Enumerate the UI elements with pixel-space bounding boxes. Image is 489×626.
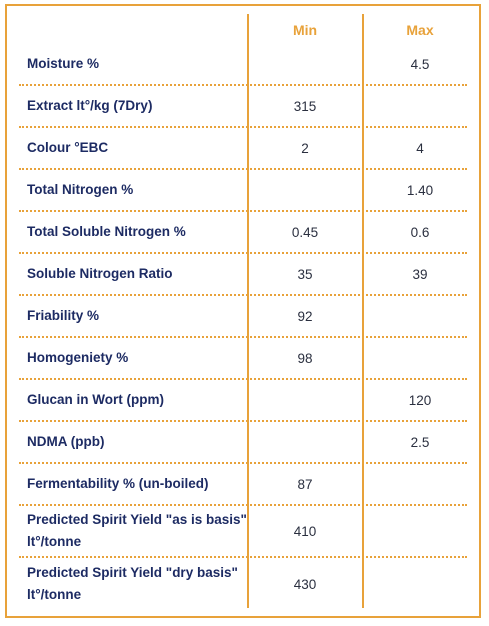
column-divider-min (247, 14, 249, 608)
row-min-value: 87 (297, 476, 313, 492)
table-row: Homogeniety % 98 (19, 338, 467, 380)
header-max: Max (406, 22, 434, 38)
table-row: Soluble Nitrogen Ratio 35 39 (19, 254, 467, 296)
table-row: Total Soluble Nitrogen % 0.45 0.6 (19, 212, 467, 254)
row-label: Soluble Nitrogen Ratio (27, 266, 173, 281)
row-label: Glucan in Wort (ppm) (27, 392, 164, 407)
row-min-value (249, 44, 361, 84)
row-max-value: 2.5 (410, 434, 430, 450)
row-label: Total Soluble Nitrogen % (27, 224, 186, 239)
spec-table: Min Max Moisture % 4.5 Extract lt°/kg (7… (5, 4, 481, 618)
row-max-value: 120 (408, 392, 432, 408)
row-max-value (364, 506, 476, 556)
table-row: NDMA (ppb) 2.5 (19, 422, 467, 464)
table-row: Glucan in Wort (ppm) 120 (19, 380, 467, 422)
row-max-value (364, 338, 476, 378)
table-row: Extract lt°/kg (7Dry) 315 (19, 86, 467, 128)
row-min-value: 0.45 (291, 224, 319, 240)
table-row: Total Nitrogen % 1.40 (19, 170, 467, 212)
row-label: Fermentability % (un-boiled) (27, 476, 209, 491)
row-min-value (249, 170, 361, 210)
row-max-value (364, 86, 476, 126)
row-min-value: 410 (293, 523, 317, 539)
row-label: Predicted Spirit Yield "as is basis" lt°… (27, 512, 247, 549)
row-max-value (364, 464, 476, 504)
row-min-value (249, 422, 361, 462)
row-label: Total Nitrogen % (27, 182, 134, 197)
row-max-value (364, 558, 476, 610)
row-min-value: 35 (297, 266, 313, 282)
table-row: Colour °EBC 2 4 (19, 128, 467, 170)
table-row: Fermentability % (un-boiled) 87 (19, 464, 467, 506)
row-min-value: 430 (293, 576, 317, 592)
table-row: Predicted Spirit Yield "as is basis" lt°… (19, 506, 467, 558)
table-row: Predicted Spirit Yield "dry basis" lt°/t… (19, 558, 467, 610)
row-max-value: 39 (412, 266, 428, 282)
row-label: Colour °EBC (27, 140, 109, 155)
row-max-value (364, 296, 476, 336)
table-row: Moisture % 4.5 (19, 44, 467, 86)
row-min-value (249, 380, 361, 420)
row-label: Predicted Spirit Yield "dry basis" lt°/t… (27, 565, 238, 602)
row-max-value: 4.5 (410, 56, 430, 72)
row-label: Homogeniety % (27, 350, 129, 365)
row-label: Extract lt°/kg (7Dry) (27, 98, 153, 113)
column-divider-max (362, 14, 364, 608)
row-min-value: 92 (297, 308, 313, 324)
row-label: Moisture % (27, 56, 100, 71)
table-row: Friability % 92 (19, 296, 467, 338)
row-min-value: 315 (293, 98, 317, 114)
row-max-value: 0.6 (410, 224, 430, 240)
row-label: NDMA (ppb) (27, 434, 105, 449)
header-min: Min (292, 22, 318, 38)
row-max-value: 4 (416, 140, 424, 156)
row-min-value: 98 (297, 350, 313, 366)
row-max-value: 1.40 (406, 182, 434, 198)
row-label: Friability % (27, 308, 100, 323)
row-min-value: 2 (301, 140, 309, 156)
